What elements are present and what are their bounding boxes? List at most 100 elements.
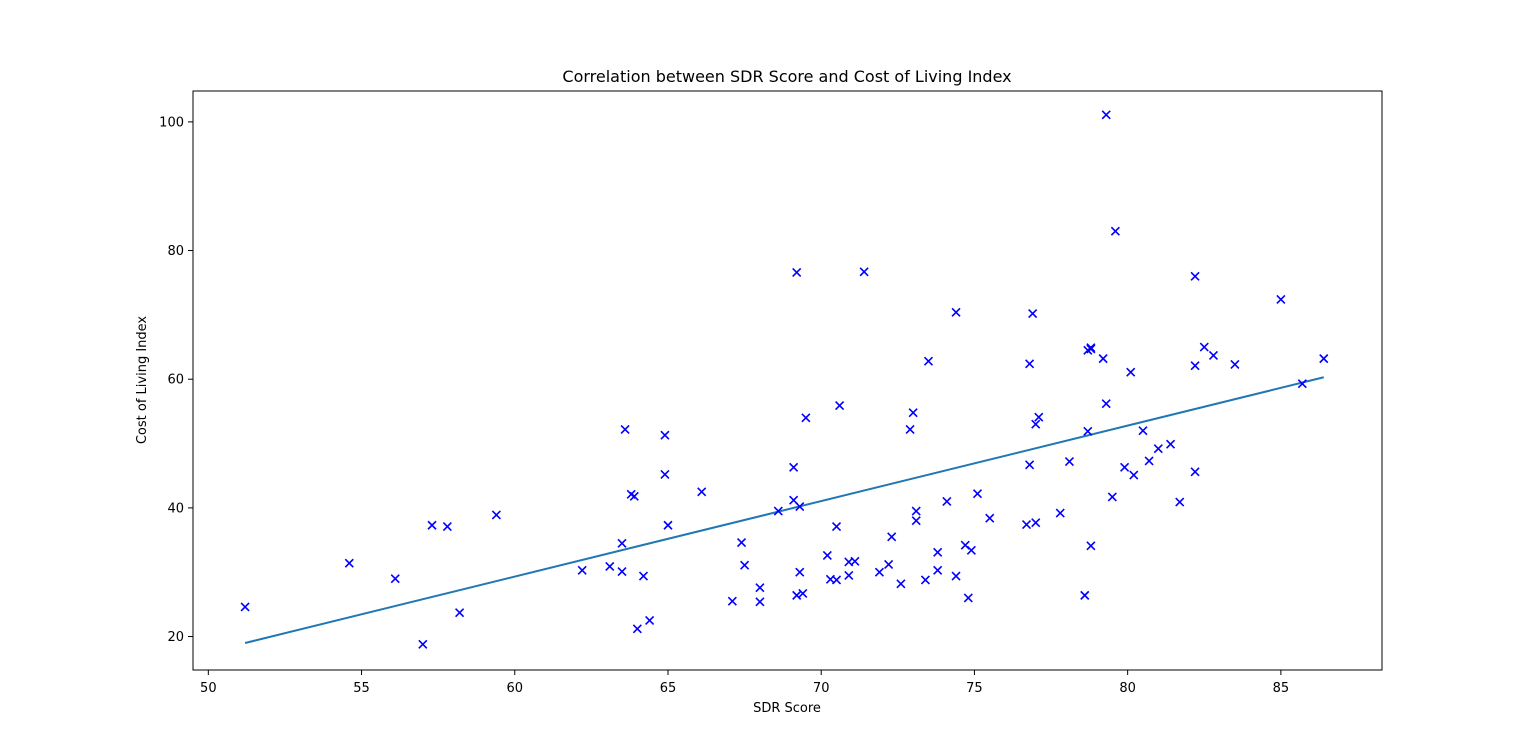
- data-point: [491, 510, 501, 520]
- data-point: [1086, 344, 1096, 354]
- data-point: [773, 506, 783, 516]
- data-point: [1021, 520, 1032, 530]
- data-point: [792, 267, 802, 277]
- data-point: [920, 575, 930, 585]
- x-tick-label: 65: [660, 681, 677, 696]
- data-point: [798, 588, 808, 599]
- data-point: [638, 571, 649, 581]
- data-point: [963, 593, 973, 603]
- data-point: [1031, 518, 1041, 528]
- data-point: [822, 550, 832, 561]
- data-point: [887, 532, 897, 542]
- data-point: [933, 565, 943, 575]
- data-point: [1297, 379, 1307, 389]
- data-point: [923, 356, 934, 366]
- data-point: [1208, 350, 1219, 360]
- data-point: [1153, 444, 1163, 454]
- y-tick-label: 20: [167, 630, 184, 645]
- data-point: [874, 567, 884, 577]
- data-point: [629, 491, 639, 501]
- data-point: [727, 596, 737, 606]
- data-point: [942, 496, 952, 507]
- x-tick-label: 70: [813, 681, 830, 696]
- data-point: [850, 556, 860, 566]
- data-point: [1165, 439, 1176, 449]
- y-axis: 20 40 60 80 100: [159, 115, 193, 645]
- data-point: [1126, 367, 1136, 377]
- data-point: [344, 558, 354, 568]
- data-point: [632, 624, 642, 634]
- data-point: [1086, 343, 1096, 353]
- data-point: [1086, 541, 1096, 551]
- data-point: [605, 561, 615, 571]
- data-point: [896, 579, 906, 589]
- data-point: [1098, 354, 1108, 364]
- data-point: [985, 513, 995, 523]
- data-point: [1190, 467, 1200, 477]
- x-tick-label: 55: [353, 681, 370, 696]
- x-tick-label: 50: [200, 681, 217, 696]
- data-point: [1138, 426, 1148, 436]
- x-tick-label: 75: [966, 681, 983, 696]
- data-point: [755, 597, 765, 607]
- data-point: [951, 571, 961, 581]
- regression-line: [244, 376, 1325, 644]
- data-point: [1190, 271, 1200, 281]
- data-point: [789, 462, 799, 472]
- data-point: [663, 520, 673, 530]
- data-point: [390, 574, 400, 584]
- x-tick-label: 80: [1119, 681, 1136, 696]
- data-point: [1319, 354, 1329, 364]
- data-point: [908, 408, 918, 418]
- data-point: [966, 545, 976, 555]
- data-point: [831, 575, 842, 585]
- data-point: [740, 560, 750, 570]
- data-point: [455, 608, 465, 618]
- data-point: [831, 521, 842, 532]
- data-point: [801, 413, 811, 423]
- x-axis-label: SDR Score: [753, 701, 821, 716]
- x-tick-label: 60: [506, 681, 523, 696]
- data-point: [427, 520, 437, 530]
- data-point: [660, 430, 670, 440]
- data-point: [1028, 309, 1038, 319]
- data-point: [1129, 470, 1139, 480]
- data-point: [620, 424, 630, 434]
- data-point: [617, 538, 627, 548]
- data-point: [1276, 294, 1286, 305]
- data-point: [240, 602, 250, 612]
- data-point: [1031, 419, 1041, 429]
- data-point: [1083, 426, 1093, 436]
- data-point: [905, 424, 915, 434]
- data-point: [884, 559, 894, 570]
- data-point: [1230, 359, 1240, 369]
- data-point: [1110, 226, 1120, 236]
- data-point: [1199, 342, 1209, 352]
- data-point: [792, 590, 802, 600]
- data-point: [577, 565, 587, 575]
- y-tick-label: 60: [167, 373, 184, 388]
- chart-title: Correlation between SDR Score and Cost o…: [562, 67, 1011, 86]
- data-point: [1101, 110, 1111, 120]
- y-tick-label: 80: [167, 244, 184, 259]
- data-points-layer: [240, 110, 1329, 649]
- data-point: [1055, 508, 1065, 518]
- y-tick-label: 40: [167, 501, 184, 516]
- plot-area-frame: [192, 90, 1383, 671]
- data-point: [1064, 456, 1074, 467]
- data-point: [951, 307, 961, 317]
- data-point: [835, 401, 845, 411]
- data-point: [795, 502, 805, 512]
- data-point: [1190, 361, 1200, 371]
- data-point: [660, 469, 670, 479]
- y-tick-label: 100: [159, 115, 184, 130]
- data-point: [972, 489, 983, 499]
- data-point: [1034, 412, 1044, 422]
- data-point: [1101, 399, 1111, 409]
- y-axis-label: Cost of Living Index: [135, 316, 150, 445]
- x-tick-label: 85: [1273, 681, 1290, 696]
- data-point: [911, 516, 921, 526]
- data-point: [859, 267, 869, 277]
- data-point: [755, 583, 765, 593]
